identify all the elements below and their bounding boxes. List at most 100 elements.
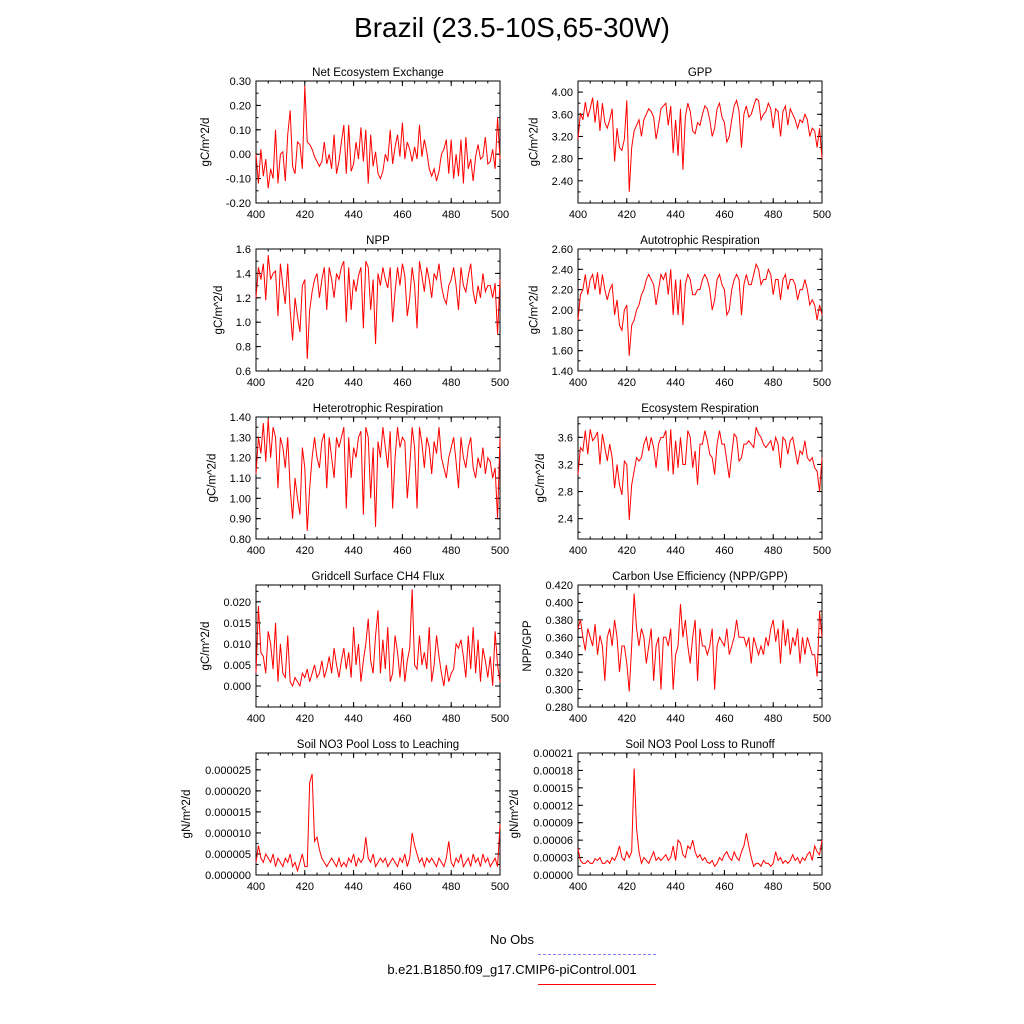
y-tick-label: 0.360: [545, 632, 573, 644]
panel-7: Gridcell Surface CH4 Flux 400 420 440 460 480…: [200, 571, 509, 725]
y-tick-label: 0.000010: [205, 828, 251, 840]
y-tick-label: 1.20: [230, 453, 251, 465]
y-tick-label: 0.10: [230, 125, 251, 137]
x-tick-label: 460: [393, 713, 411, 725]
x-tick-label: 440: [344, 713, 362, 725]
panel-title: Heterotrophic Respiration: [313, 403, 443, 415]
y-tick-label: 0.30: [230, 76, 251, 88]
x-tick-label: 400: [247, 881, 265, 893]
y-tick-label: 0.00: [230, 149, 251, 161]
y-tick-label: 1.00: [230, 493, 251, 505]
series-line: [255, 418, 501, 531]
y-tick-label: 0.00003: [533, 853, 573, 865]
x-tick-label: 500: [813, 713, 831, 725]
x-tick-label: 440: [666, 881, 684, 893]
panel-title: GPP: [688, 67, 713, 79]
y-tick-label: 0.00000: [533, 870, 573, 882]
series-line: [577, 97, 823, 192]
y-axis-label: gC/m^2/d: [200, 118, 212, 167]
y-tick-label: 0.280: [545, 702, 573, 714]
x-tick-label: 480: [442, 377, 460, 389]
x-tick-label: 480: [442, 209, 460, 221]
panel-title: Net Ecosystem Exchange: [312, 67, 444, 79]
y-tick-label: -0.20: [226, 198, 251, 210]
x-tick-label: 480: [764, 881, 782, 893]
y-tick-label: 2.40: [552, 264, 573, 276]
y-axis-label: gC/m^2/d: [528, 286, 540, 335]
x-tick-label: 420: [618, 545, 636, 557]
y-tick-label: 2.4: [558, 514, 573, 526]
panel-title: Ecosystem Respiration: [641, 403, 759, 415]
x-tick-label: 500: [491, 545, 509, 557]
x-tick-label: 420: [618, 881, 636, 893]
y-tick-label: 0.000015: [205, 807, 251, 819]
y-tick-label: 0.00006: [533, 835, 573, 847]
plot-frame: [255, 248, 501, 372]
y-tick-label: 0.010: [223, 639, 251, 651]
x-tick-label: 420: [296, 545, 314, 557]
x-tick-label: 460: [393, 209, 411, 221]
panel-3: NPP 400 420 440 460 480 500 0.6 0.8 1.0 1.2 1.4 1.6 g…: [213, 235, 509, 389]
series-line: [577, 262, 823, 356]
x-tick-label: 460: [715, 881, 733, 893]
x-tick-label: 500: [491, 713, 509, 725]
x-tick-label: 500: [491, 209, 509, 221]
series-line: [577, 768, 823, 868]
x-tick-label: 460: [715, 545, 733, 557]
y-tick-label: 1.30: [230, 432, 251, 444]
plot-frame: [255, 584, 501, 708]
y-tick-label: 3.6: [558, 432, 573, 444]
panel-5: Heterotrophic Respiration 400 420 440 460 480…: [206, 403, 509, 557]
x-tick-label: 500: [813, 881, 831, 893]
y-tick-label: 1.6: [236, 244, 251, 256]
figure-title: Brazil (23.5-10S,65-30W): [354, 12, 670, 43]
y-tick-label: 2.20: [552, 285, 573, 297]
y-tick-label: 0.00012: [533, 800, 573, 812]
y-axis-label: gC/m^2/d: [206, 454, 218, 503]
y-tick-label: 1.10: [230, 473, 251, 485]
y-tick-label: 0.20: [230, 100, 251, 112]
x-tick-label: 480: [764, 209, 782, 221]
panel-6: Ecosystem Respiration 400 420 440 460 480 500 2…: [535, 403, 831, 557]
series-line: [255, 589, 501, 688]
y-tick-label: 2.60: [552, 244, 573, 256]
y-tick-label: 1.2: [236, 293, 251, 305]
y-tick-label: 0.000000: [205, 870, 251, 882]
legend-model-line: [538, 984, 656, 985]
x-tick-label: 400: [247, 545, 265, 557]
x-tick-label: 480: [442, 545, 460, 557]
y-axis-label: gC/m^2/d: [213, 286, 225, 335]
y-axis-label: gC/m^2/d: [528, 118, 540, 167]
x-tick-label: 400: [247, 209, 265, 221]
y-tick-label: 1.60: [552, 346, 573, 358]
x-tick-label: 440: [344, 209, 362, 221]
x-tick-label: 500: [491, 881, 509, 893]
x-tick-label: 480: [764, 377, 782, 389]
y-tick-label: 0.8: [236, 342, 251, 354]
y-axis-label: gN/m^2/d: [181, 790, 193, 839]
y-tick-label: 0.340: [545, 650, 573, 662]
y-tick-label: 0.005: [223, 660, 251, 672]
panel-title: Soil NO3 Pool Loss to Runoff: [625, 739, 775, 751]
y-tick-label: 2.40: [552, 176, 573, 188]
y-tick-label: 0.380: [545, 615, 573, 627]
y-tick-label: 0.00009: [533, 818, 573, 830]
panel-title: Autotrophic Respiration: [640, 235, 760, 247]
plot-frame: [577, 80, 823, 204]
x-tick-label: 400: [247, 377, 265, 389]
legend-obs-label: No Obs: [489, 932, 535, 947]
series-line: [577, 427, 823, 521]
x-tick-label: 500: [813, 209, 831, 221]
x-tick-label: 440: [344, 881, 362, 893]
x-tick-label: 400: [569, 377, 587, 389]
x-tick-label: 420: [618, 713, 636, 725]
panel-4: Autotrophic Respiration 400 420 440 460 480 50…: [528, 235, 831, 389]
y-tick-label: 0.000020: [205, 786, 251, 798]
x-tick-label: 460: [393, 377, 411, 389]
series-line: [255, 255, 501, 359]
y-tick-label: 0.00021: [533, 748, 573, 760]
x-tick-label: 460: [393, 545, 411, 557]
y-tick-label: 0.000: [223, 681, 251, 693]
plot-frame: [255, 752, 501, 876]
